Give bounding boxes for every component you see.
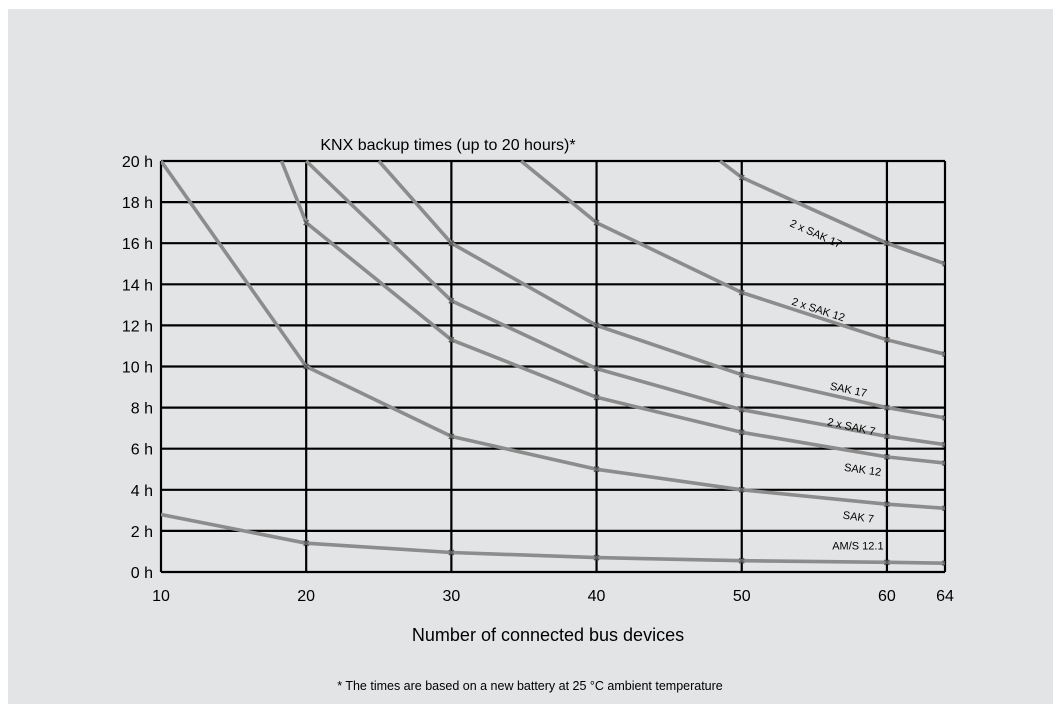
data-point-marker [738, 486, 745, 493]
data-point-marker [942, 560, 945, 567]
x-tick-label: 64 [936, 588, 954, 605]
data-point-marker [942, 460, 945, 467]
data-point-marker [593, 322, 600, 329]
series-line-am-s-12-1 [161, 512, 945, 565]
chart: KNX backup times (up to 20 hours)* AM/S … [122, 137, 954, 693]
data-point-marker [593, 466, 600, 473]
x-tick-label: 50 [733, 588, 751, 605]
data-point-marker [883, 336, 890, 343]
data-point-marker [942, 260, 945, 267]
series-line-2-x-sak-7 [304, 160, 945, 447]
data-point-marker [448, 549, 455, 556]
y-tick-label: 20 h [122, 154, 153, 171]
series-line-sak-7 [161, 160, 945, 511]
series-label: SAK 7 [842, 510, 875, 526]
series-line-2-x-sak-17 [718, 160, 945, 266]
data-point-marker [942, 441, 945, 448]
data-point-marker [738, 371, 745, 378]
y-tick-label: 8 h [131, 401, 153, 418]
data-point-marker [593, 219, 600, 226]
data-point-marker [738, 289, 745, 296]
data-point-marker [738, 174, 745, 181]
data-point-marker [303, 540, 310, 547]
data-point-marker [738, 406, 745, 413]
series-label: SAK 12 [843, 462, 882, 479]
y-tick-label: 18 h [122, 195, 153, 212]
y-tick-label: 2 h [131, 524, 153, 541]
data-point-marker [883, 453, 890, 460]
data-point-marker [448, 336, 455, 343]
chart-title: KNX backup times (up to 20 hours)* [320, 137, 575, 154]
y-tick-label: 16 h [122, 236, 153, 253]
data-point-marker [448, 433, 455, 440]
series-label: 2 x SAK 17 [788, 218, 843, 251]
y-tick-label: 10 h [122, 360, 153, 377]
data-point-marker [448, 240, 455, 247]
data-point-marker [942, 351, 945, 358]
series-label: 2 x SAK 7 [826, 416, 876, 438]
y-tick-label: 0 h [131, 565, 153, 582]
data-point-marker [593, 394, 600, 401]
data-point-marker [883, 404, 890, 411]
series-lines [161, 160, 945, 567]
data-point-marker [738, 429, 745, 436]
data-point-marker [448, 297, 455, 304]
x-axis-ticks: 10 20 30 40 50 60 64 [152, 588, 954, 605]
y-axis-ticks: 0 h 2 h 4 h 6 h 8 h 10 h 12 h 14 h 16 h 18 h 20 h [122, 154, 153, 582]
data-point-marker [883, 240, 890, 247]
data-point-marker [883, 501, 890, 508]
data-point-marker [593, 365, 600, 372]
chart-panel: KNX backup times (up to 20 hours)* AM/S … [8, 9, 1053, 704]
data-point-marker [738, 557, 745, 564]
y-tick-label: 6 h [131, 442, 153, 459]
x-tick-label: 30 [442, 588, 460, 605]
data-point-marker [883, 433, 890, 440]
data-point-marker [593, 554, 600, 561]
y-tick-label: 4 h [131, 483, 153, 500]
x-tick-label: 40 [588, 588, 606, 605]
y-tick-label: 12 h [122, 318, 153, 335]
data-point-marker [942, 414, 945, 421]
data-point-marker [883, 559, 890, 566]
x-tick-label: 60 [878, 588, 896, 605]
data-point-marker [303, 363, 310, 370]
y-tick-label: 14 h [122, 277, 153, 294]
x-axis-label: Number of connected bus devices [412, 625, 684, 645]
data-point-marker [942, 505, 945, 512]
grid [159, 159, 947, 574]
x-tick-label: 20 [297, 588, 315, 605]
series-line-sak-17 [377, 160, 945, 420]
series-label: AM/S 12.1 [832, 540, 883, 552]
data-point-marker [303, 219, 310, 226]
footnote: * The times are based on a new battery a… [337, 679, 723, 693]
x-tick-label: 10 [152, 588, 170, 605]
